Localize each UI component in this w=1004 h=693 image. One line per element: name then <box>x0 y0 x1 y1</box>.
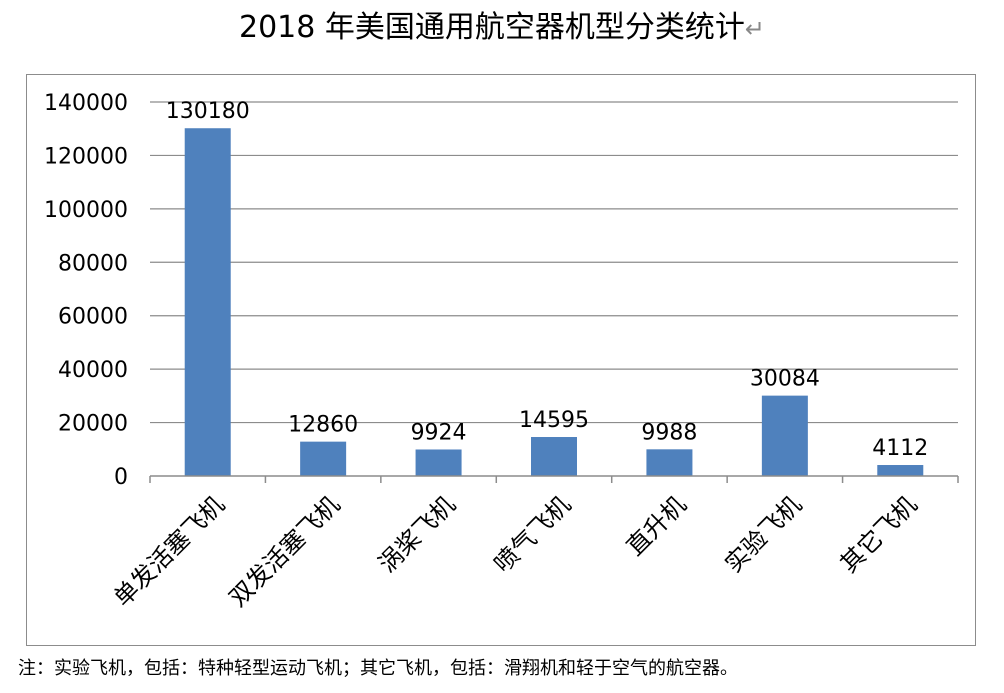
bar <box>877 465 924 476</box>
data-label: 30084 <box>750 367 820 392</box>
bars <box>184 128 924 476</box>
chart-title-text: 2018 年美国通用航空器机型分类统计 <box>239 10 745 45</box>
y-tick-label: 60000 <box>58 305 128 330</box>
footnote: 注：实验飞机，包括：特种轻型运动飞机；其它飞机，包括：滑翔机和轻于空气的航空器。 <box>18 658 738 679</box>
data-labels: 130180 12860 9924 14595 9988 30084 4112 <box>166 99 929 461</box>
data-label: 12860 <box>288 413 358 438</box>
bar <box>415 449 462 476</box>
bar <box>646 449 693 476</box>
bar <box>300 441 347 476</box>
y-tick-label: 100000 <box>44 198 128 223</box>
y-axis-tick-labels: 0 20000 40000 60000 80000 100000 120000 140000 <box>44 91 128 490</box>
return-mark-icon: ↵ <box>744 15 765 43</box>
chart-title: 2018 年美国通用航空器机型分类统计↵ <box>0 6 1004 51</box>
x-tick-label: 涡桨飞机 <box>373 490 461 578</box>
data-label: 14595 <box>519 408 589 433</box>
x-tick-label: 其它飞机 <box>835 490 923 578</box>
bar <box>531 437 577 476</box>
gridlines <box>150 101 958 424</box>
x-tick-label: 直升机 <box>621 490 692 561</box>
y-tick-label: 80000 <box>58 251 128 276</box>
bar <box>761 395 808 476</box>
x-tick-label: 喷气飞机 <box>489 490 577 578</box>
bar <box>184 128 231 476</box>
y-tick-label: 140000 <box>44 91 128 116</box>
x-tick-label: 实验飞机 <box>719 490 807 578</box>
y-tick-label: 0 <box>114 465 128 490</box>
x-tick-label: 单发活塞飞机 <box>108 490 230 612</box>
data-label: 9988 <box>641 420 697 445</box>
x-axis <box>149 475 959 483</box>
y-tick-label: 40000 <box>58 358 128 383</box>
data-label: 9924 <box>411 420 467 445</box>
x-tick-label: 双发活塞飞机 <box>224 490 346 612</box>
y-tick-label: 20000 <box>58 412 128 437</box>
chart-frame <box>26 74 976 646</box>
data-label: 130180 <box>166 99 250 124</box>
data-label: 4112 <box>872 436 928 461</box>
y-tick-label: 120000 <box>44 144 128 169</box>
